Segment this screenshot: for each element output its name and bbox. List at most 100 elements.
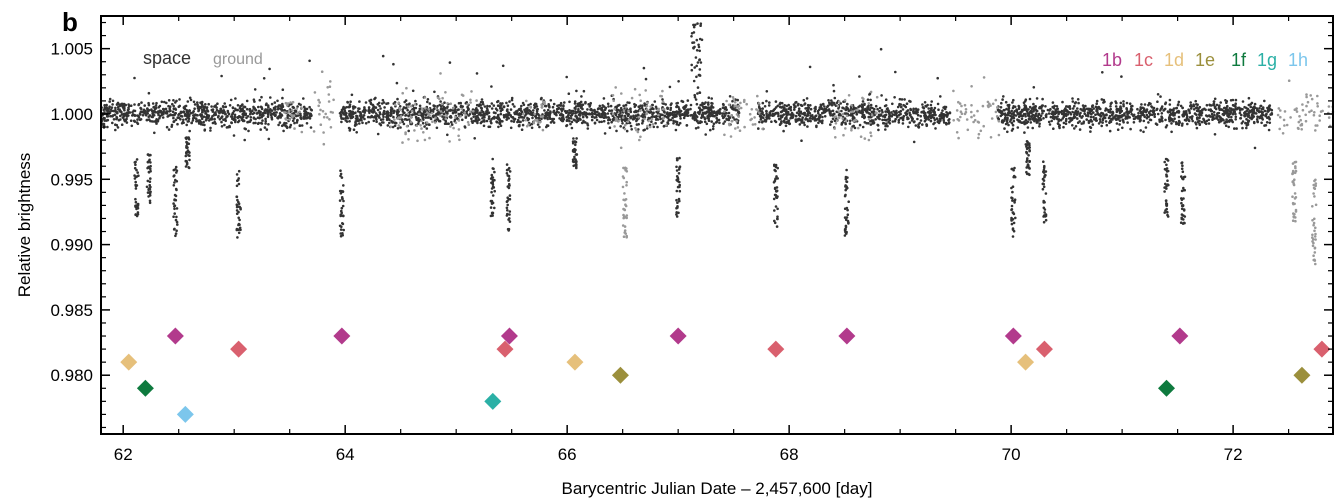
space-point [1164,125,1168,129]
space-point [520,104,523,108]
space-point [607,121,610,125]
ground-point [751,123,755,126]
space-point [142,109,146,112]
space-point [175,99,178,103]
ground-point [324,112,328,116]
space-point [239,116,242,119]
transit-point [235,173,239,176]
transit-point [236,236,239,239]
space-point [602,97,606,100]
space-point [1094,117,1098,120]
space-point [568,116,571,120]
transit-point [235,209,239,212]
space-point [790,113,793,117]
ground-point [406,112,410,116]
ground-point [966,128,970,132]
space-point [276,99,279,103]
ground-point [959,115,962,119]
space-point [137,102,141,106]
space-point [588,112,591,115]
space-point [358,114,362,117]
space-point [266,108,269,111]
space-point [1038,106,1041,110]
space-point [105,119,108,122]
space-point [276,116,279,119]
space-point [487,111,491,114]
space-point [522,103,526,107]
space-point [172,116,175,120]
transit-point [490,190,493,194]
space-point [371,104,375,107]
flare-point [694,98,698,101]
space-point [869,98,872,102]
space-point [133,120,137,123]
space-point [893,96,896,99]
ground-point [1297,120,1301,124]
space-point [549,110,552,113]
space-point [197,122,201,125]
transit-point [847,222,850,225]
space-point [897,113,901,117]
transit-point [1010,216,1013,220]
space-point [292,111,296,115]
ground-point [639,135,642,139]
space-point [228,104,232,107]
transit-point [571,158,575,161]
transit-point [342,214,345,218]
space-point [349,100,352,103]
space-point [632,117,635,121]
space-point [710,112,713,116]
space-point [577,107,580,111]
space-point [194,117,198,120]
space-point [1004,100,1008,104]
ground-point [433,121,437,124]
panel-label: b [62,7,78,37]
ground-point [837,110,841,113]
space-point [795,119,799,122]
space-point [1155,108,1158,112]
ground-point [407,105,410,109]
space-point [1189,104,1192,108]
space-point [441,115,444,118]
flare-point [695,75,698,79]
space-point [1168,115,1171,119]
space-point [830,120,833,123]
transit-point [237,223,240,227]
space-point [1098,118,1102,121]
space-point [378,104,381,108]
space-point [917,126,921,129]
space-point [535,105,539,108]
space-point [1256,115,1259,118]
space-point [1051,105,1054,109]
space-point [573,100,577,103]
space-point [501,108,504,111]
transit-point [187,136,190,140]
space-point [1114,114,1117,117]
space-point [569,117,573,120]
ground-point [524,118,528,122]
space-point [1226,114,1229,117]
space-point [835,101,839,104]
space-point [641,122,644,125]
space-point [1149,109,1152,113]
space-point [1223,121,1226,125]
space-point [1110,117,1113,121]
space-point [619,106,623,110]
space-point [482,112,486,115]
space-point [150,108,153,111]
space-point [403,111,406,115]
ground-point [977,132,981,136]
space-point [271,112,274,116]
space-point [372,116,376,119]
space-point [563,101,566,104]
space-point [1017,105,1021,109]
space-point [841,106,844,110]
space-point [1196,120,1200,124]
space-point [872,121,876,124]
ground-point [444,91,447,94]
space-point [1035,97,1039,100]
space-point [608,109,612,113]
space-point [253,88,257,91]
transit-point [489,214,493,218]
space-point [123,119,127,123]
